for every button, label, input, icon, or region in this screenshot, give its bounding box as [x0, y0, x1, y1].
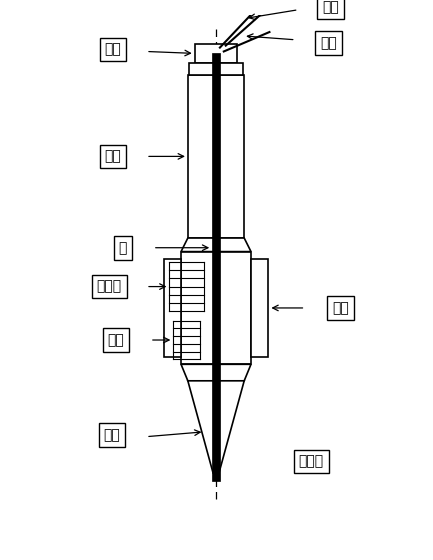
- Text: 壳体: 壳体: [107, 333, 124, 347]
- Text: 出水口: 出水口: [299, 455, 324, 469]
- Text: 吸具: 吸具: [105, 43, 121, 57]
- Bar: [251, 259, 268, 357]
- Text: 电机: 电机: [105, 150, 121, 164]
- Text: 偏心块: 偏心块: [97, 279, 122, 293]
- Bar: [181, 251, 251, 365]
- Polygon shape: [181, 365, 251, 381]
- Text: 翅片: 翅片: [332, 301, 349, 315]
- Bar: [164, 259, 181, 357]
- Bar: [195, 44, 237, 63]
- Bar: [188, 75, 244, 238]
- Polygon shape: [181, 238, 251, 251]
- Bar: [212, 53, 220, 481]
- Text: 头部: 头部: [103, 428, 120, 442]
- Polygon shape: [188, 381, 244, 473]
- Text: 轴: 轴: [119, 241, 127, 255]
- Text: 水管: 水管: [322, 0, 339, 14]
- Bar: [189, 63, 243, 75]
- Text: 电缆: 电缆: [320, 36, 337, 50]
